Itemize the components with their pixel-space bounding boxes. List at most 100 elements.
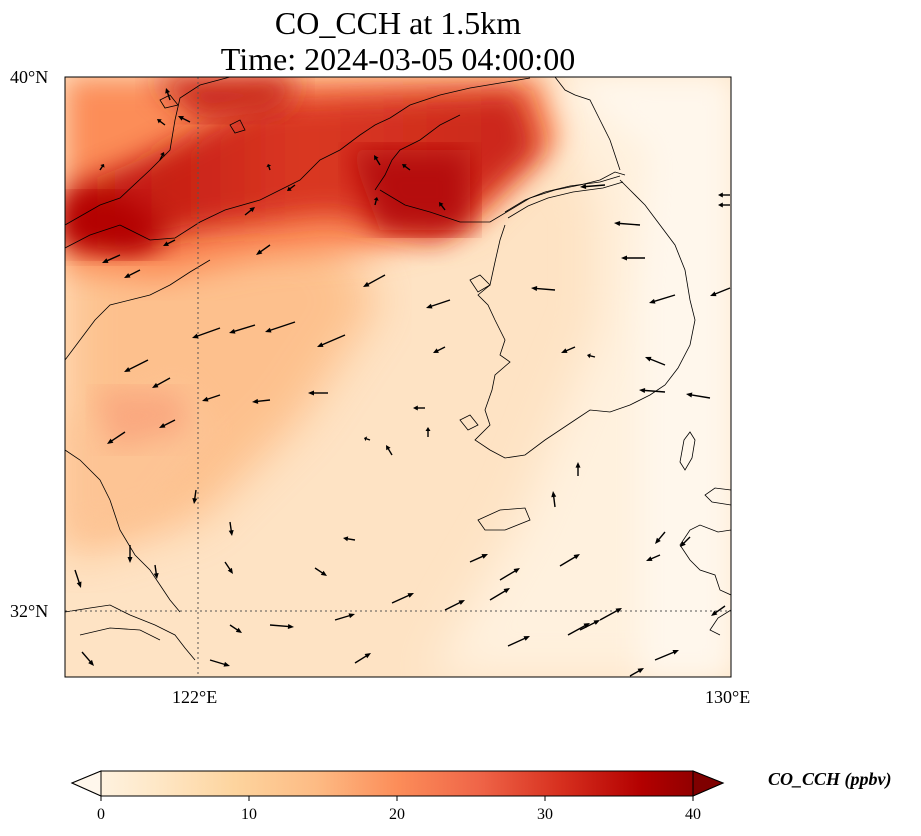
wind-arrow-shaft	[584, 184, 606, 188]
wind-arrow-shaft	[565, 346, 576, 352]
wind-arrow-head	[573, 554, 580, 560]
wind-arrow-shaft	[404, 165, 411, 171]
wind-arrow-head	[426, 303, 433, 309]
wind-arrow-shaft	[430, 299, 451, 308]
wind-arrow-shaft	[375, 157, 381, 166]
wind-arrow-head	[249, 207, 255, 213]
wind-arrow-shaft	[99, 165, 104, 171]
wind-arrow-head	[646, 556, 653, 561]
wind-arrow-shaft	[314, 567, 324, 575]
wind-arrow-shaft	[374, 199, 378, 206]
colorbar-tick-30: 30	[537, 806, 553, 823]
wind-arrow-shaft	[714, 605, 726, 614]
wind-arrow-head	[580, 184, 587, 190]
wind-arrow-shaft	[499, 569, 517, 581]
wind-arrow-head	[228, 530, 234, 536]
wind-arrow-head	[202, 396, 209, 402]
wind-arrow-shaft	[81, 651, 92, 663]
wind-arrow-head	[229, 328, 236, 334]
colorbar-tick-0: 0	[97, 806, 105, 823]
wind-arrow-shaft	[589, 354, 596, 358]
wind-arrow-head	[615, 608, 622, 614]
wind-arrow-head	[386, 445, 391, 451]
wind-arrow-head	[348, 613, 355, 619]
wind-arrow-shaft	[321, 334, 346, 346]
wind-arrow-shaft	[391, 594, 410, 604]
wind-arrow-shaft	[650, 554, 661, 560]
map-frame	[64, 76, 732, 678]
wind-arrow-head	[481, 554, 488, 559]
wind-arrow-head	[645, 356, 652, 362]
wind-arrow-shaft	[654, 651, 675, 661]
wind-arrow-head	[223, 661, 230, 667]
wind-arrow-head	[439, 202, 444, 207]
wind-arrow-head	[227, 567, 233, 574]
wind-arrow-head	[402, 164, 407, 169]
wind-arrow-shaft	[365, 437, 371, 441]
wind-arrow-shaft	[127, 359, 149, 371]
wind-arrow-shaft	[166, 239, 176, 245]
wind-arrow-shaft	[159, 120, 166, 126]
wind-arrow-shaft	[244, 209, 253, 216]
wind-arrow-shaft	[155, 377, 171, 387]
wind-arrow-head	[256, 249, 263, 255]
wind-arrow-head	[413, 405, 418, 411]
lon-tick-130: 130°E	[705, 687, 751, 707]
wind-arrow-head	[107, 438, 114, 444]
wind-arrow-shaft	[289, 184, 296, 190]
wind-arrow-head	[711, 610, 718, 616]
wind-arrow-head	[503, 588, 510, 594]
map-subtitle-time: Time: 2024-03-05 04:00:00	[220, 41, 576, 77]
wind-arrow-shaft	[229, 521, 233, 532]
wind-arrow-head	[373, 197, 379, 201]
wind-arrow-head	[433, 348, 439, 353]
wind-arrow-head	[425, 427, 431, 431]
wind-arrow-shaft	[579, 621, 597, 631]
wind-arrow-head	[686, 392, 693, 398]
wind-arrow-head	[621, 255, 627, 261]
wind-arrow-head	[363, 281, 370, 287]
colorbar-label: CO_CCH (ppbv)	[768, 769, 892, 789]
wind-arrow-shaft	[535, 287, 556, 291]
wind-arrow-head	[710, 291, 717, 297]
wind-arrow-head	[124, 273, 131, 278]
wind-arrow-shaft	[366, 274, 386, 286]
wind-arrow-head	[364, 653, 371, 659]
wind-arrow-shaft	[181, 117, 191, 123]
wind-arrow-head	[551, 491, 557, 498]
wind-arrow-shaft	[690, 394, 711, 399]
wind-arrow-shaft	[110, 431, 126, 442]
wind-arrow-shaft	[193, 489, 197, 500]
wind-arrow-head	[655, 537, 661, 544]
wind-arrow-head	[252, 398, 259, 404]
wind-arrow-head	[163, 241, 169, 246]
wind-arrow-head	[157, 119, 162, 124]
wind-arrow-head	[160, 152, 165, 157]
wind-arrow-shaft	[436, 346, 446, 352]
wind-arrow-shaft	[166, 91, 171, 101]
lat-tick-32: 32°N	[10, 601, 49, 621]
wind-arrow-shaft	[233, 324, 256, 333]
wind-arrow-shaft	[682, 536, 691, 545]
wind-arrow-head	[718, 192, 723, 198]
wind-arrow-shaft	[559, 555, 577, 567]
wind-arrow-head	[152, 382, 159, 388]
wind-arrow-head	[287, 186, 292, 191]
wind-arrow-head	[637, 668, 644, 674]
wind-arrow-head	[100, 164, 105, 168]
wind-arrow-head	[192, 333, 199, 339]
wind-arrow-head	[561, 348, 568, 353]
wind-arrow-head	[287, 624, 294, 629]
wind-arrow-shaft	[469, 555, 484, 563]
wind-arrow-head	[374, 155, 379, 161]
wind-arrow-shaft	[618, 222, 641, 226]
wind-arrow-shaft	[643, 389, 666, 393]
wind-arrow-shaft	[159, 154, 164, 161]
wind-arrow-shaft	[259, 244, 271, 253]
wind-arrow-shaft	[657, 531, 666, 541]
map-title: CO_CCH at 1.5km	[274, 5, 522, 41]
wind-arrow-head	[614, 220, 621, 226]
wind-arrow-head	[718, 202, 723, 208]
